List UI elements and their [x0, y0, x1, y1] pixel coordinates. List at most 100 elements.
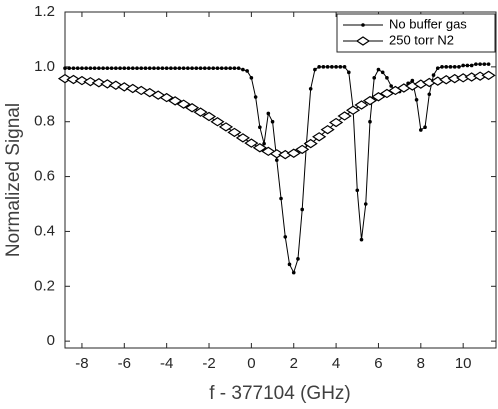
dot-marker	[160, 66, 165, 71]
dot-marker	[253, 95, 258, 99]
diamond-marker	[176, 99, 191, 109]
series-line	[65, 63, 489, 274]
dot-marker	[444, 65, 449, 69]
dot-marker	[114, 66, 118, 71]
dot-marker	[122, 66, 127, 71]
x-tick-label: -4	[160, 355, 173, 372]
dot-marker	[105, 66, 110, 71]
dot-marker	[287, 262, 292, 267]
dot-marker	[109, 66, 114, 71]
dot-marker	[147, 66, 152, 71]
dot-marker	[143, 66, 148, 71]
dot-marker	[347, 70, 351, 75]
diamond-marker	[201, 111, 217, 122]
diamond-marker	[345, 105, 361, 115]
dot-marker	[97, 66, 101, 71]
dot-marker	[419, 128, 423, 132]
diamond-marker	[362, 95, 378, 106]
diamond-marker	[159, 92, 174, 103]
dot-marker	[84, 66, 88, 71]
dot-marker	[202, 66, 207, 71]
y-tick-label: 1.2	[34, 3, 55, 20]
dot-marker	[169, 66, 173, 71]
dot-marker	[283, 235, 288, 239]
dot-marker	[152, 66, 156, 71]
dot-marker	[92, 66, 97, 71]
dot-marker	[198, 66, 203, 71]
x-tick-label: 4	[332, 355, 340, 372]
diamond-marker	[329, 117, 344, 128]
dot-marker	[245, 69, 249, 73]
dot-marker	[376, 67, 381, 72]
dot-marker	[156, 66, 160, 71]
dot-marker	[207, 66, 211, 71]
dot-marker	[80, 66, 84, 71]
dot-marker	[249, 76, 254, 80]
dot-marker	[363, 202, 368, 206]
dot-marker	[164, 66, 169, 71]
dot-marker	[313, 67, 317, 72]
diamond-marker	[244, 138, 259, 148]
x-axis-label: f - 377104 (GHz)	[209, 383, 351, 404]
diamond-marker	[286, 148, 301, 158]
dot-marker	[228, 66, 232, 71]
dot-marker	[465, 63, 470, 68]
dot-marker	[258, 125, 262, 129]
dot-marker	[368, 119, 372, 124]
dot-marker	[359, 237, 364, 242]
dot-marker	[173, 66, 177, 71]
y-tick-label: 0	[47, 332, 55, 349]
diamond-marker	[235, 133, 250, 143]
dot-marker	[338, 65, 343, 69]
dot-marker	[410, 78, 415, 83]
x-tick-label: 8	[417, 355, 425, 372]
dot-marker	[236, 66, 241, 71]
diamond-marker	[354, 100, 369, 110]
y-tick-label: 0.8	[34, 113, 55, 130]
legend-box	[336, 13, 496, 53]
dot-marker	[186, 66, 190, 71]
x-tick-label: -8	[75, 355, 88, 372]
dot-marker	[130, 66, 135, 71]
x-tick-label: -2	[202, 355, 215, 372]
dot-marker	[291, 270, 296, 275]
diamond-marker	[320, 124, 335, 135]
dot-marker	[71, 66, 76, 71]
dot-marker	[325, 65, 330, 69]
dot-marker	[190, 66, 194, 71]
dot-marker	[232, 66, 237, 71]
dot-marker	[181, 66, 186, 71]
dot-marker	[279, 196, 283, 201]
dot-marker	[361, 23, 365, 27]
dot-marker	[219, 66, 224, 71]
dot-marker	[215, 66, 220, 71]
diamond-marker	[312, 132, 327, 142]
diamond-marker	[184, 103, 200, 113]
dot-marker	[118, 66, 122, 71]
dot-marker	[75, 66, 80, 71]
dot-marker	[482, 62, 487, 66]
dot-marker	[194, 66, 199, 71]
diamond-marker	[252, 143, 267, 153]
dot-marker	[478, 62, 482, 66]
dot-marker	[135, 66, 139, 71]
dot-marker	[469, 63, 474, 68]
dot-marker	[342, 65, 347, 69]
dot-marker	[380, 70, 385, 75]
dot-marker	[266, 111, 271, 116]
dot-marker	[126, 66, 131, 71]
legend-label: No buffer gas	[389, 16, 467, 31]
y-axis-label: Normalized Signal	[3, 103, 24, 257]
dot-marker	[224, 66, 228, 71]
dot-marker	[139, 66, 144, 71]
dot-marker	[474, 62, 478, 66]
dot-marker	[101, 66, 105, 71]
dot-marker	[423, 125, 427, 129]
dot-marker	[308, 87, 313, 91]
dot-marker	[461, 63, 465, 68]
dot-marker	[389, 84, 393, 88]
dot-marker	[427, 92, 432, 97]
dot-marker	[270, 119, 275, 124]
dot-marker	[63, 66, 67, 71]
